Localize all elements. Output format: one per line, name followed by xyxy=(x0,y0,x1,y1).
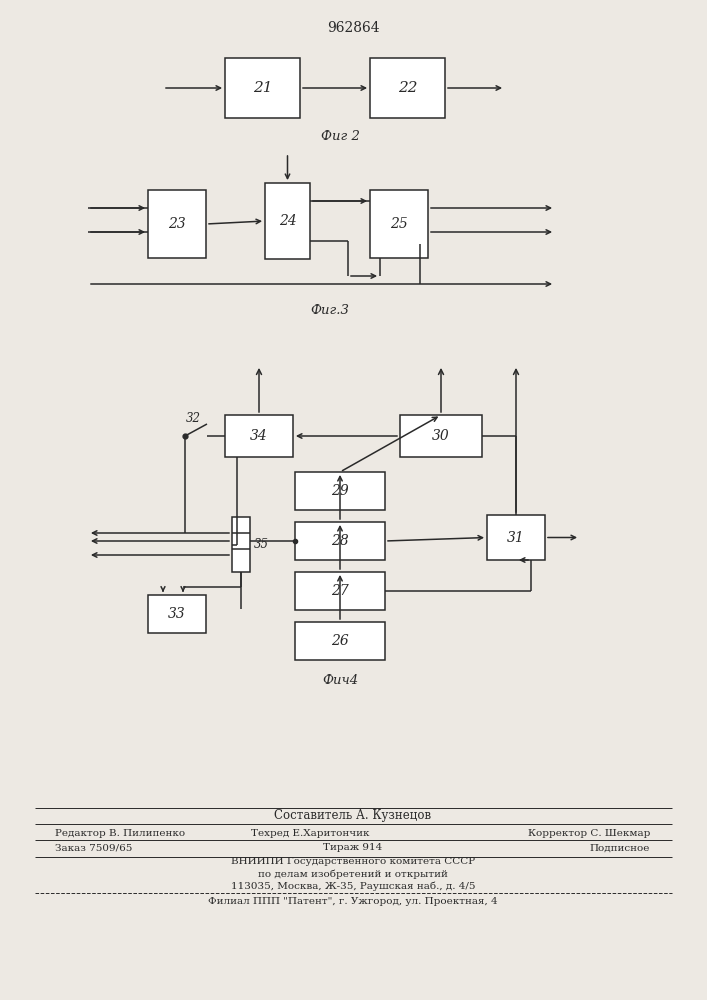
Text: 21: 21 xyxy=(252,81,272,95)
Bar xyxy=(232,517,250,572)
Text: 35: 35 xyxy=(254,538,269,551)
Bar xyxy=(295,472,385,510)
Text: Редактор В. Пилипенко: Редактор В. Пилипенко xyxy=(55,828,185,838)
Text: 26: 26 xyxy=(331,634,349,648)
Bar xyxy=(295,522,385,560)
Text: Фич4: Фич4 xyxy=(322,674,358,686)
Bar xyxy=(400,415,482,457)
Text: 30: 30 xyxy=(432,429,450,443)
Bar xyxy=(370,58,445,118)
Bar xyxy=(487,515,545,560)
Bar xyxy=(295,622,385,660)
Text: Подписное: Подписное xyxy=(590,844,650,852)
Bar xyxy=(370,190,428,258)
Text: Заказ 7509/65: Заказ 7509/65 xyxy=(55,844,132,852)
Text: по делам изобретений и открытий: по делам изобретений и открытий xyxy=(258,869,448,879)
Text: Составитель А. Кузнецов: Составитель А. Кузнецов xyxy=(274,808,431,822)
Text: 31: 31 xyxy=(507,530,525,544)
Text: 33: 33 xyxy=(168,607,186,621)
Text: 32: 32 xyxy=(185,412,201,424)
Text: Фиг 2: Фиг 2 xyxy=(320,129,359,142)
Text: Фиг.3: Фиг.3 xyxy=(310,304,349,318)
Bar xyxy=(225,415,293,457)
Text: Филиал ППП "Патент", г. Ужгород, ул. Проектная, 4: Филиал ППП "Патент", г. Ужгород, ул. Про… xyxy=(208,898,498,906)
Bar xyxy=(225,58,300,118)
Text: Корректор С. Шекмар: Корректор С. Шекмар xyxy=(527,828,650,838)
Text: 28: 28 xyxy=(331,534,349,548)
Text: 22: 22 xyxy=(398,81,417,95)
Bar xyxy=(148,595,206,633)
Bar xyxy=(265,183,310,259)
Bar xyxy=(295,572,385,610)
Text: Техред Е.Харитончик: Техред Е.Харитончик xyxy=(251,828,369,838)
Text: 27: 27 xyxy=(331,584,349,598)
Text: 25: 25 xyxy=(390,217,408,231)
Text: 29: 29 xyxy=(331,484,349,498)
Text: 962864: 962864 xyxy=(327,21,380,35)
Text: 24: 24 xyxy=(279,214,296,228)
Text: Тираж 914: Тираж 914 xyxy=(323,844,382,852)
Bar xyxy=(148,190,206,258)
Text: 23: 23 xyxy=(168,217,186,231)
Text: ВНИИПИ Государственного комитета СССР: ВНИИПИ Государственного комитета СССР xyxy=(231,857,475,866)
Text: 34: 34 xyxy=(250,429,268,443)
Text: 113035, Москва, Ж-35, Раушская наб., д. 4/5: 113035, Москва, Ж-35, Раушская наб., д. … xyxy=(230,881,475,891)
